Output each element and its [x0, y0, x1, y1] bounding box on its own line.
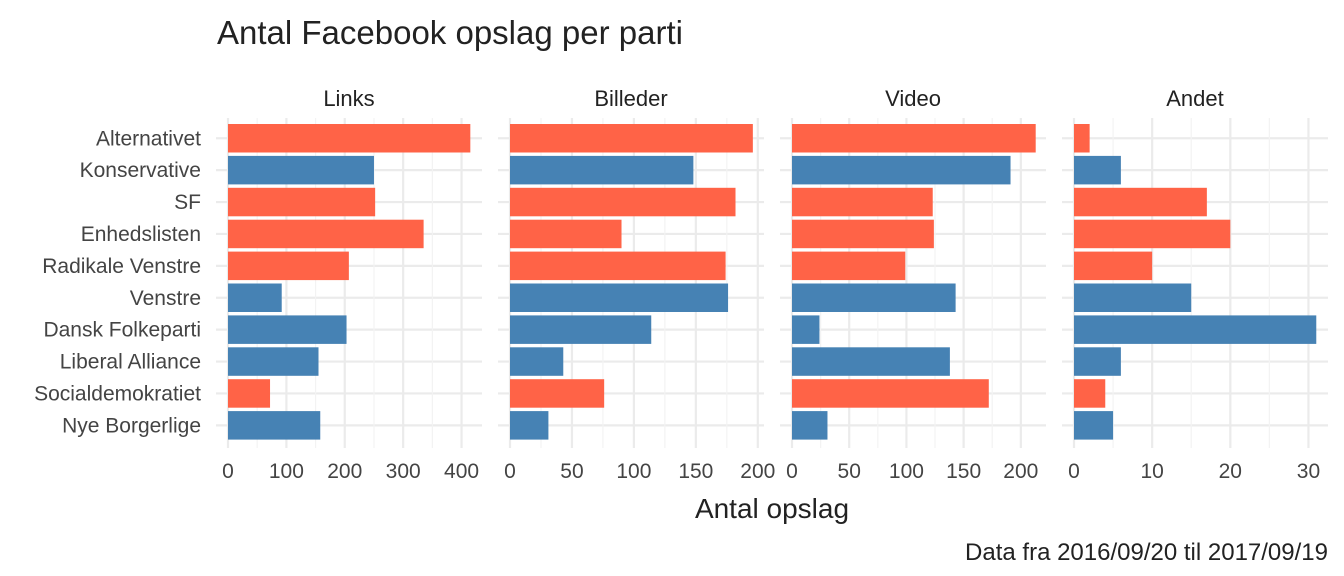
x-tick-label: 0 [504, 460, 516, 483]
bar-billeder [510, 124, 753, 153]
bar-video [792, 283, 956, 312]
bar-links [228, 315, 347, 344]
bar-andet [1074, 283, 1192, 312]
bar-andet [1074, 379, 1106, 408]
y-tick-label: Konservative [80, 159, 201, 182]
bar-links [228, 411, 321, 440]
x-tick-label: 0 [1068, 460, 1080, 483]
bar-andet [1074, 124, 1090, 153]
bar-links [228, 283, 282, 312]
bar-billeder [510, 379, 605, 408]
x-tick-label: 300 [386, 460, 421, 483]
y-tick-label: Dansk Folkeparti [43, 319, 201, 342]
y-tick-label: Nye Borgerlige [62, 414, 201, 437]
panel-title-links: Links [323, 86, 374, 111]
x-tick-label: 30 [1297, 460, 1320, 483]
label-layer: Alternativet Konservative SF Enhedslisten Ra… [34, 86, 1320, 483]
bar-billeder [510, 283, 729, 312]
bar-layer [228, 124, 1317, 440]
bar-links [228, 347, 319, 376]
x-tick-label: 100 [889, 460, 924, 483]
x-axis-title: Antal opslag [695, 493, 849, 524]
bar-andet [1074, 155, 1121, 185]
y-tick-label: Venstre [130, 287, 201, 310]
x-tick-label: 50 [560, 460, 583, 483]
bar-video [792, 187, 933, 217]
bar-video [792, 155, 1011, 185]
bar-links [228, 155, 374, 185]
bar-video [792, 219, 934, 249]
x-tick-label: 100 [269, 460, 304, 483]
x-tick-label: 150 [678, 460, 713, 483]
x-tick-label: 200 [327, 460, 362, 483]
x-tick-label: 10 [1140, 460, 1163, 483]
bar-andet [1074, 219, 1231, 249]
bar-links [228, 379, 271, 408]
bar-billeder [510, 219, 622, 249]
bar-billeder [510, 347, 564, 376]
y-tick-label: Alternativet [96, 127, 201, 150]
grid-layer [216, 118, 1328, 448]
x-tick-label: 400 [444, 460, 479, 483]
x-tick-label: 0 [786, 460, 798, 483]
y-tick-label: Socialdemokratiet [34, 382, 201, 405]
chart-title: Antal Facebook opslag per parti [217, 14, 683, 51]
bar-billeder [510, 411, 549, 440]
bar-video [792, 347, 950, 376]
x-tick-label: 200 [1003, 460, 1038, 483]
bar-video [792, 315, 820, 344]
bar-billeder [510, 315, 652, 344]
bar-andet [1074, 411, 1114, 440]
bar-links [228, 219, 424, 249]
panel-title-andet: Andet [1166, 86, 1224, 111]
y-tick-label: Liberal Alliance [60, 351, 201, 374]
x-tick-label: 50 [838, 460, 861, 483]
bar-billeder [510, 155, 694, 185]
x-tick-label: 150 [946, 460, 981, 483]
bar-links [228, 187, 376, 217]
bar-billeder [510, 251, 726, 281]
chart-caption: Data fra 2016/09/20 til 2017/09/19 [965, 539, 1328, 566]
bar-billeder [510, 187, 736, 217]
bar-video [792, 411, 828, 440]
panel-title-video: Video [885, 86, 941, 111]
y-tick-label: Radikale Venstre [42, 255, 201, 278]
bar-video [792, 124, 1036, 153]
bar-video [792, 379, 989, 408]
x-tick-label: 200 [740, 460, 775, 483]
bar-andet [1074, 251, 1153, 281]
bar-andet [1074, 315, 1317, 344]
x-tick-label: 20 [1219, 460, 1242, 483]
bar-andet [1074, 347, 1121, 376]
bar-video [792, 251, 906, 281]
x-tick-label: 100 [616, 460, 651, 483]
bar-links [228, 124, 471, 153]
y-tick-label: SF [174, 191, 201, 214]
y-tick-label: Enhedslisten [81, 223, 201, 246]
bar-links [228, 251, 349, 281]
x-tick-label: 0 [222, 460, 234, 483]
bar-andet [1074, 187, 1207, 217]
panel-title-billeder: Billeder [594, 86, 667, 111]
